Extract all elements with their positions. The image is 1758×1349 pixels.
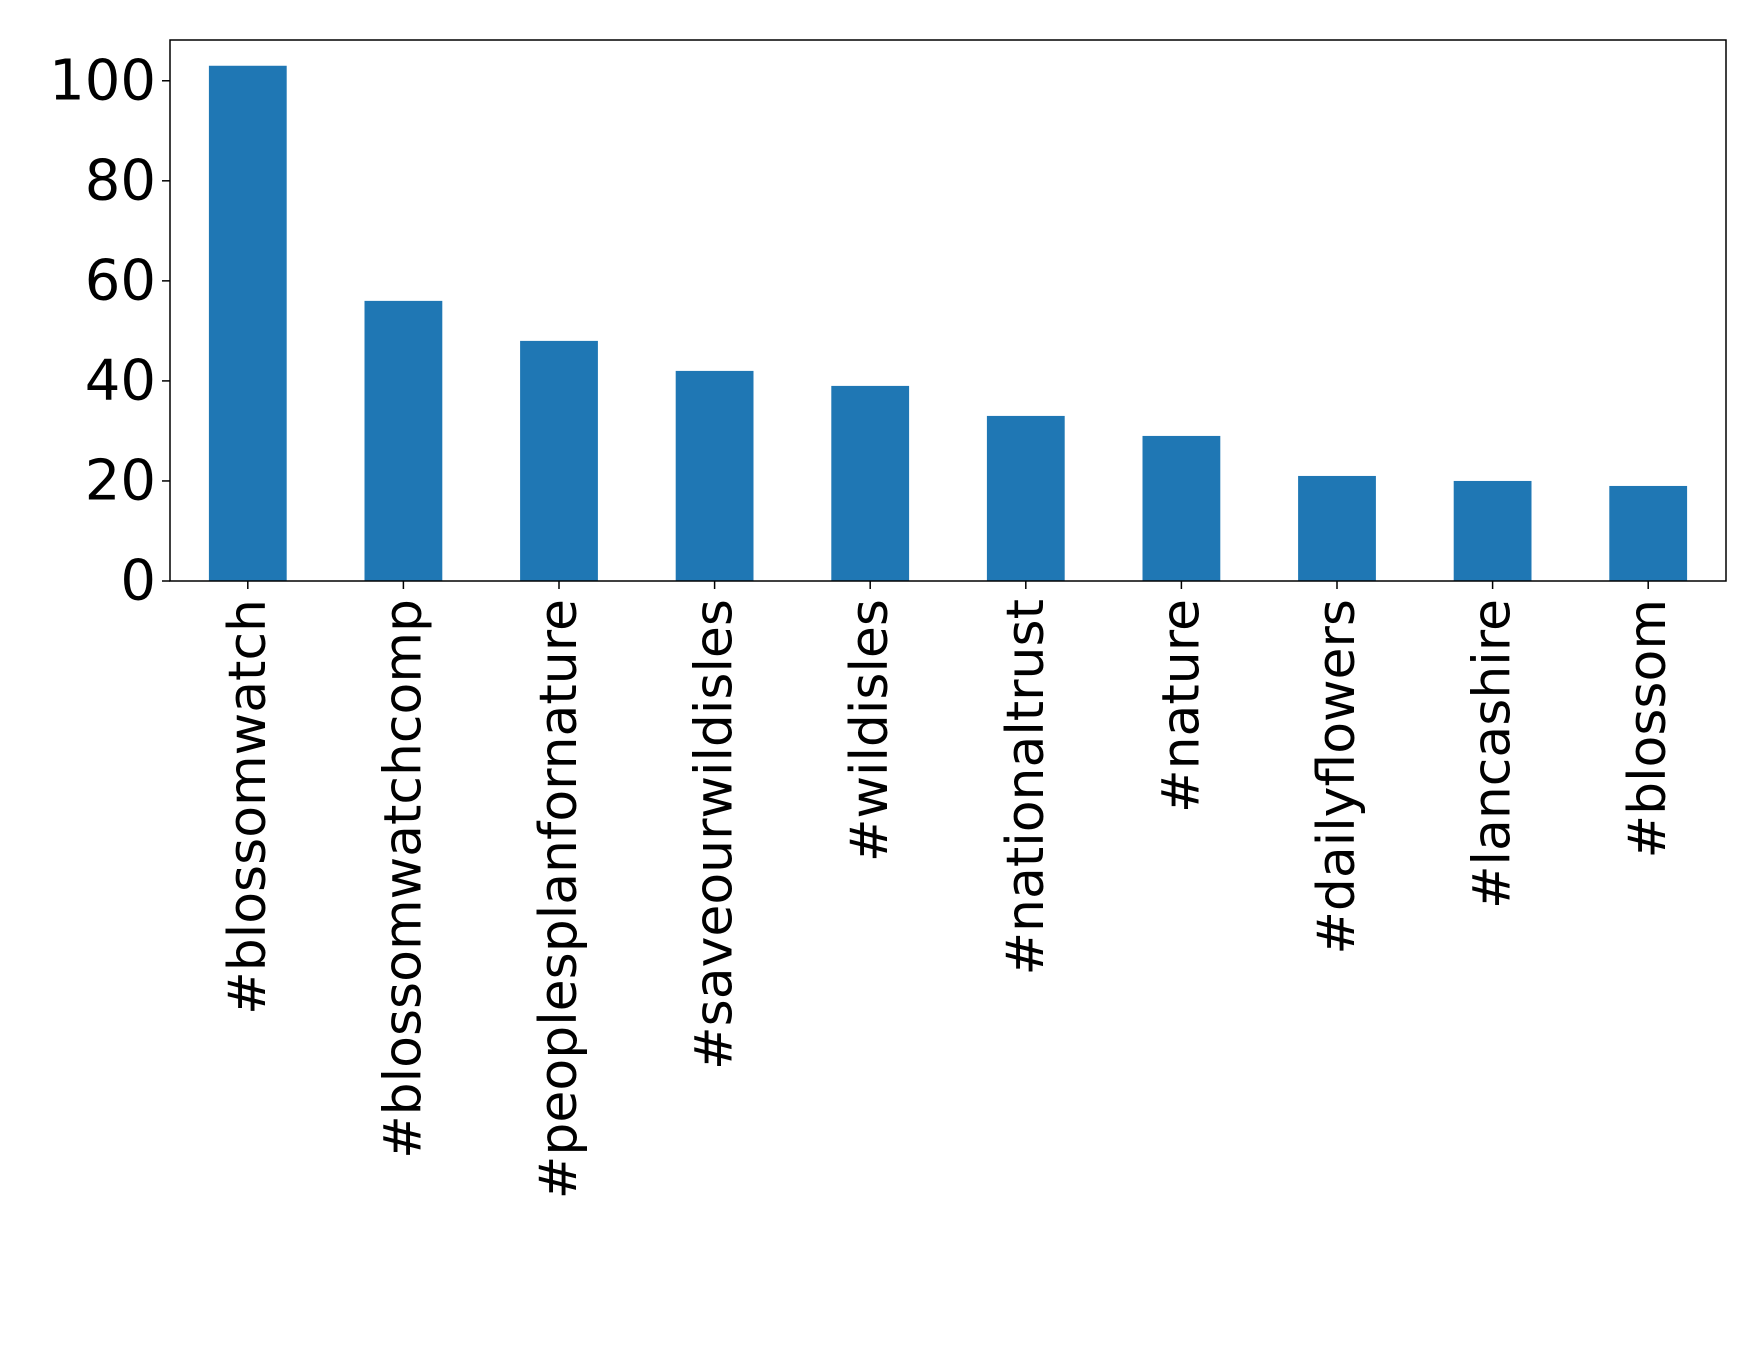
x-tick-label: #lancashire [1463,599,1523,909]
x-tick-label: #blossomwatchcomp [373,599,433,1159]
x-axis: #blossomwatch #blossomwatchcomp #peoplespl… [218,581,1678,1199]
bar [1298,475,1376,581]
bar [364,300,443,581]
bar [208,65,287,581]
y-tick-label: 100 [49,48,156,113]
y-tick-label: 20 [85,448,156,513]
x-tick-label: #blossomwatch [218,599,278,1015]
y-tick-label: 80 [85,148,156,213]
bars-group [208,65,1688,581]
x-tick-label: #blossom [1618,599,1678,859]
bar [831,385,910,581]
y-tick-label: 60 [85,248,156,313]
bar [675,370,754,581]
x-tick-label: #nature [1151,599,1211,813]
y-tick-label: 0 [120,549,156,614]
x-tick-label: #peoplesplanfornature [529,599,589,1199]
bar [1609,485,1688,581]
x-tick-label: #saveourwildisles [685,599,745,1070]
bar [1142,435,1221,581]
x-tick-label: #wildisles [840,599,900,862]
y-axis: 0 20 40 60 80 100 [49,48,170,614]
x-tick-label: #nationaltrust [996,599,1056,976]
plot-frame [169,39,1727,582]
y-tick-label: 40 [85,348,156,413]
bar [986,415,1065,581]
x-tick-label: #dailyflowers [1307,599,1367,955]
bar [1453,480,1532,581]
bar [520,340,598,581]
